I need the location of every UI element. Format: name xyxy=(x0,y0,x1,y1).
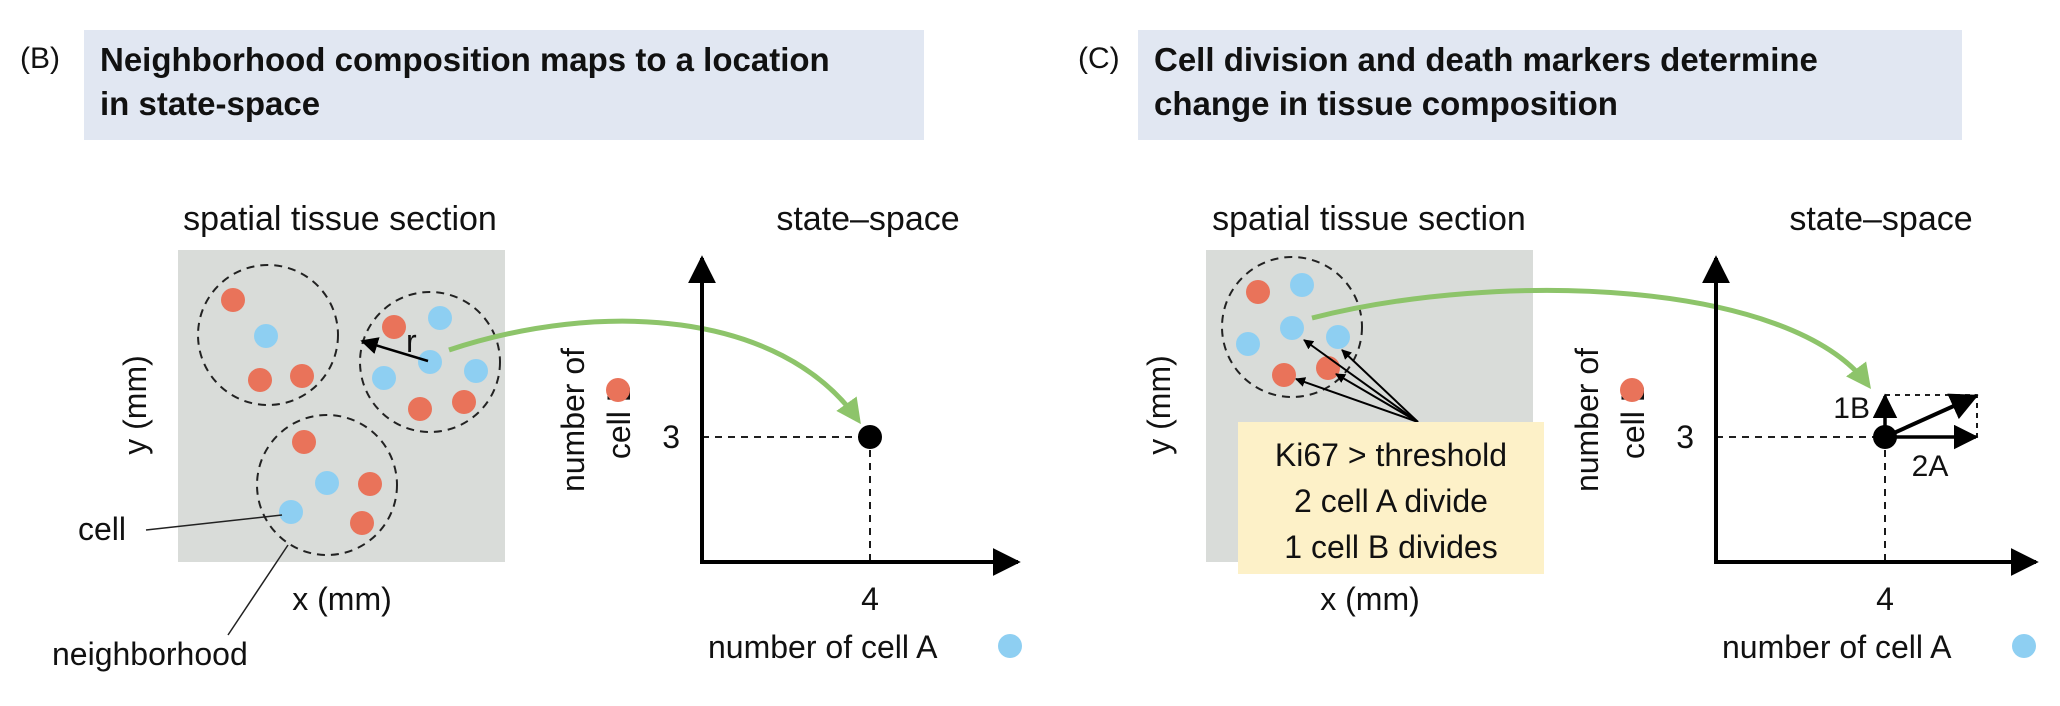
cell-b xyxy=(408,397,432,421)
panel-c-x-tick: 4 xyxy=(1876,581,1894,617)
ki67-pointer xyxy=(1341,349,1419,423)
neighborhood-circle xyxy=(256,414,398,556)
state-point xyxy=(858,425,882,449)
panel-b-title-line2: in state-space xyxy=(100,85,321,122)
neighborhood-circle xyxy=(197,264,339,406)
panel-c-state-x-label: number of cell A xyxy=(1722,629,1952,665)
radius-label: r xyxy=(406,323,417,359)
ki67-pointer xyxy=(1303,339,1419,423)
ki67-annotation-line1: Ki67 > threshold xyxy=(1275,437,1507,473)
ki67-annotation-box xyxy=(1238,422,1544,574)
ki67-annotation-line3: 1 cell B divides xyxy=(1284,529,1497,565)
cell-a xyxy=(1236,332,1260,356)
cell-b xyxy=(1316,356,1340,380)
panel-b-x-tick: 4 xyxy=(861,581,879,617)
cell-a xyxy=(315,471,339,495)
panel-c-title-line2: change in tissue composition xyxy=(1154,85,1618,122)
panel-c-state-y-label-1: number of xyxy=(1569,348,1605,492)
cell-b xyxy=(248,368,272,392)
cell-b xyxy=(358,472,382,496)
cell-a-legend-icon xyxy=(2012,634,2036,658)
panel-b-state-x-label: number of cell A xyxy=(708,629,938,665)
cell-b xyxy=(1246,280,1270,304)
panel-c-x-label: x (mm) xyxy=(1320,581,1420,617)
panel-b-letter: (B) xyxy=(20,42,60,75)
cell-a xyxy=(1290,273,1314,297)
cell-a xyxy=(372,366,396,390)
cell-callout-line xyxy=(145,514,283,531)
mapping-arrow xyxy=(1311,287,1871,390)
cell-b xyxy=(382,315,406,339)
panel-c-title: Cell division and death markers determin… xyxy=(1138,30,1962,140)
cell-b xyxy=(452,390,476,414)
cell-b xyxy=(292,430,316,454)
vector-b-label: 1B xyxy=(1833,392,1870,425)
cell-a xyxy=(418,350,442,374)
panel-b-state-space-label: state–space xyxy=(776,200,959,238)
panel-b-y-tick: 3 xyxy=(662,419,680,455)
cell-b xyxy=(350,511,374,535)
mapping-arrow xyxy=(448,318,861,425)
panel-c-y-label: y (mm) xyxy=(1141,355,1177,455)
neighborhood-circle xyxy=(359,291,501,433)
cell-a xyxy=(279,500,303,524)
panel-b-tissue-label: spatial tissue section xyxy=(183,200,497,238)
ki67-pointer xyxy=(1335,373,1419,423)
panel-c-letter: (C) xyxy=(1078,42,1120,75)
panel-c-diagram: spatial tissue section Ki67 > threshold … xyxy=(1141,200,2039,665)
cell-b xyxy=(221,288,245,312)
ki67-annotation-line2: 2 cell A divide xyxy=(1294,483,1488,519)
panel-c-state-space-label: state–space xyxy=(1789,200,1972,238)
cell-a-legend-icon xyxy=(998,634,1022,658)
cell-a xyxy=(254,324,278,348)
neighborhood-circle xyxy=(1221,256,1363,398)
cell-a xyxy=(1326,325,1350,349)
panel-b-title: Neighborhood composition maps to a locat… xyxy=(84,30,924,140)
panel-b-title-line1: Neighborhood composition maps to a locat… xyxy=(100,41,830,78)
panel-b-state-y-label-1: number of xyxy=(555,348,591,492)
vector-result-arrow xyxy=(1884,393,1979,439)
cell-callout-label: cell xyxy=(78,511,126,547)
vector-a-label: 2A xyxy=(1912,450,1949,483)
cell-b xyxy=(1272,363,1296,387)
cell-a xyxy=(464,359,488,383)
panel-c-tissue-label: spatial tissue section xyxy=(1212,200,1526,238)
cell-a xyxy=(428,306,452,330)
cell-a xyxy=(1280,316,1304,340)
panel-b-diagram: spatial tissue section r cell neighb xyxy=(52,200,1022,672)
panel-b-x-label: x (mm) xyxy=(292,581,392,617)
cell-b xyxy=(290,364,314,388)
ki67-pointer xyxy=(1295,377,1419,423)
cell-b-legend-icon xyxy=(1620,378,1644,402)
cell-b-legend-icon xyxy=(606,378,630,402)
radius-arrow xyxy=(360,337,429,363)
panel-c-y-tick: 3 xyxy=(1676,419,1694,455)
panel-b-y-label: y (mm) xyxy=(117,355,153,455)
neighborhood-callout-label: neighborhood xyxy=(52,636,248,672)
neighborhood-callout-line xyxy=(227,544,289,636)
panel-c-title-line1: Cell division and death markers determin… xyxy=(1154,41,1818,78)
